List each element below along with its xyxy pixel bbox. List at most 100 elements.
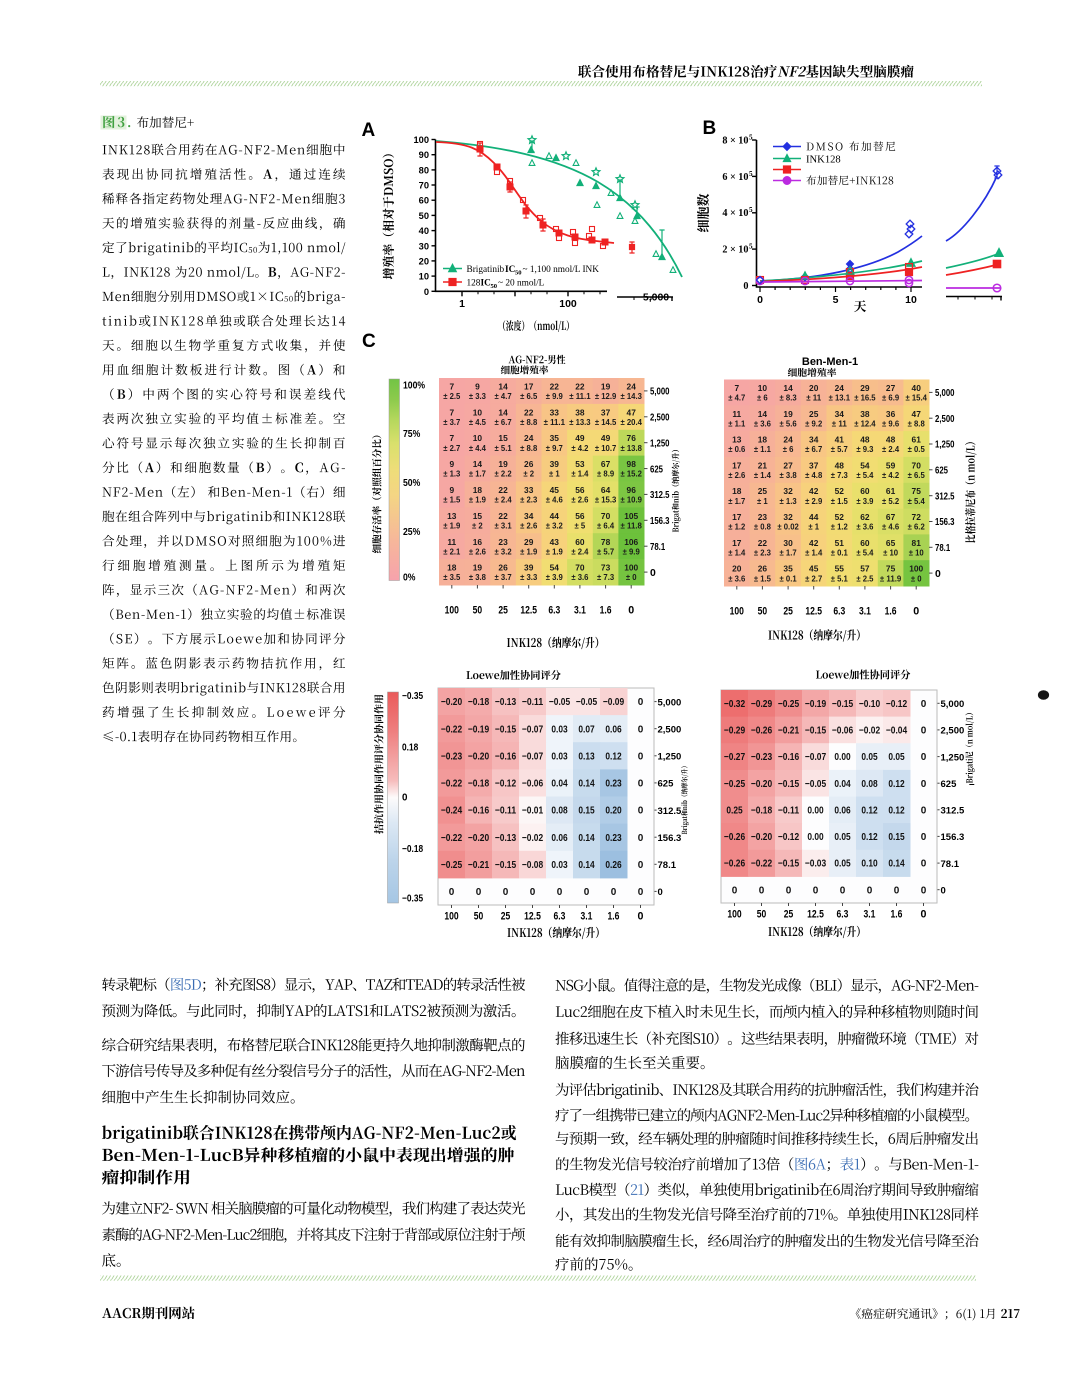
svg-text:± 3.6: ± 3.6 — [571, 572, 588, 582]
svg-text:0.12: 0.12 — [888, 779, 905, 790]
svg-text:75: 75 — [886, 564, 896, 574]
svg-text:0.07: 0.07 — [578, 724, 595, 735]
svg-text:0: 0 — [584, 887, 590, 898]
svg-text:± 5: ± 5 — [575, 521, 586, 531]
svg-text:0: 0 — [424, 287, 429, 297]
svg-text:−0.20: −0.20 — [751, 779, 773, 790]
svg-text:± 3.7: ± 3.7 — [495, 572, 512, 582]
svg-text:0: 0 — [840, 885, 846, 896]
svg-text:48: 48 — [886, 435, 896, 445]
svg-text:32: 32 — [783, 512, 793, 522]
svg-text:67: 67 — [886, 512, 896, 522]
svg-text:± 2.5: ± 2.5 — [443, 391, 460, 401]
svg-text:± 1.1: ± 1.1 — [728, 418, 745, 428]
svg-text:± 15.2: ± 15.2 — [621, 469, 643, 479]
svg-text:75%: 75% — [403, 429, 421, 440]
svg-text:53: 53 — [575, 459, 585, 469]
svg-text:24: 24 — [627, 382, 637, 392]
svg-text:± 1.9: ± 1.9 — [546, 546, 563, 556]
svg-text:11: 11 — [732, 409, 741, 419]
svg-text:56: 56 — [575, 485, 585, 495]
svg-text:45: 45 — [809, 564, 819, 574]
svg-text:0.03: 0.03 — [551, 724, 568, 735]
svg-text:± 1: ± 1 — [808, 522, 819, 532]
svg-text:0.14: 0.14 — [578, 779, 595, 790]
svg-text:5: 5 — [749, 134, 753, 142]
svg-text:± 11: ± 11 — [832, 418, 847, 428]
svg-text:18: 18 — [758, 435, 768, 445]
svg-text:57: 57 — [860, 564, 870, 574]
svg-text:0.13: 0.13 — [578, 751, 595, 762]
svg-text:± 1.4: ± 1.4 — [728, 548, 745, 558]
svg-text:−0.15: −0.15 — [778, 779, 800, 790]
svg-text:± 11: ± 11 — [806, 393, 821, 403]
svg-text:± 8.8: ± 8.8 — [908, 418, 925, 428]
svg-text:25: 25 — [498, 605, 508, 617]
svg-text:32: 32 — [783, 486, 793, 496]
svg-text:−0.11: −0.11 — [522, 697, 544, 708]
svg-text:0: 0 — [921, 832, 927, 843]
svg-text:25: 25 — [501, 911, 511, 923]
svg-text:156.3: 156.3 — [941, 832, 965, 843]
svg-text:0: 0 — [921, 752, 927, 763]
svg-text:2,500: 2,500 — [941, 726, 965, 737]
svg-text:± 1.5: ± 1.5 — [443, 495, 460, 505]
svg-text:72: 72 — [912, 512, 922, 522]
svg-text:0: 0 — [476, 887, 482, 898]
svg-text:24: 24 — [783, 435, 793, 445]
svg-text:−0.12: −0.12 — [495, 779, 517, 790]
svg-text:67: 67 — [601, 459, 611, 469]
svg-text:9: 9 — [449, 485, 454, 495]
svg-text:10: 10 — [473, 407, 483, 417]
svg-text:± 2: ± 2 — [523, 469, 534, 479]
svg-text:17: 17 — [732, 512, 742, 522]
svg-text:± 1.5: ± 1.5 — [831, 496, 848, 506]
svg-text:0.12: 0.12 — [861, 805, 878, 816]
svg-text:0: 0 — [658, 887, 663, 898]
svg-text:100: 100 — [727, 909, 741, 921]
svg-text:± 6: ± 6 — [783, 444, 794, 454]
svg-text:30: 30 — [783, 538, 793, 548]
svg-text:−0.25: −0.25 — [778, 699, 800, 710]
svg-text:96: 96 — [627, 485, 637, 495]
svg-text:7: 7 — [449, 433, 454, 443]
svg-text:0: 0 — [921, 859, 927, 870]
svg-text:−0.09: −0.09 — [603, 697, 625, 708]
svg-text:5: 5 — [749, 243, 753, 251]
svg-text:6 × 10: 6 × 10 — [722, 172, 748, 183]
svg-text:8 × 10: 8 × 10 — [722, 136, 748, 147]
svg-text:0: 0 — [921, 885, 927, 896]
svg-text:3.1: 3.1 — [859, 606, 871, 618]
svg-text:± 6: ± 6 — [757, 393, 768, 403]
svg-text:± 2.3: ± 2.3 — [754, 548, 771, 558]
svg-text:± 8.3: ± 8.3 — [780, 393, 797, 403]
svg-text:± 5.4: ± 5.4 — [856, 548, 873, 558]
svg-text:42: 42 — [809, 538, 819, 548]
svg-text:1,250: 1,250 — [941, 752, 965, 763]
svg-text:± 1.9: ± 1.9 — [443, 521, 460, 531]
svg-text:100%: 100% — [403, 381, 425, 392]
svg-text:25: 25 — [784, 909, 794, 921]
svg-text:B: B — [703, 118, 717, 139]
svg-text:15: 15 — [473, 511, 483, 521]
svg-text:± 0: ± 0 — [911, 573, 922, 583]
svg-text:19: 19 — [498, 459, 508, 469]
svg-text:50: 50 — [515, 270, 522, 277]
svg-text:−0.13: −0.13 — [495, 833, 517, 844]
svg-text:5: 5 — [749, 170, 753, 178]
svg-text:0.20: 0.20 — [605, 806, 622, 817]
svg-text:± 5.4: ± 5.4 — [856, 470, 873, 480]
svg-text:52: 52 — [835, 486, 845, 496]
svg-text:± 1: ± 1 — [757, 496, 768, 506]
svg-text:−0.20: −0.20 — [751, 832, 773, 843]
svg-text:50: 50 — [758, 606, 768, 618]
svg-text:60: 60 — [860, 538, 870, 548]
svg-text:± 2.4: ± 2.4 — [571, 546, 588, 556]
svg-text:0.03: 0.03 — [551, 860, 568, 871]
svg-text:29: 29 — [860, 383, 870, 393]
svg-text:156.3: 156.3 — [650, 516, 670, 527]
svg-text:26: 26 — [498, 563, 508, 573]
svg-text:25: 25 — [758, 486, 768, 496]
svg-text:4 × 10: 4 × 10 — [722, 208, 748, 219]
svg-text:± 5.2: ± 5.2 — [882, 496, 899, 506]
